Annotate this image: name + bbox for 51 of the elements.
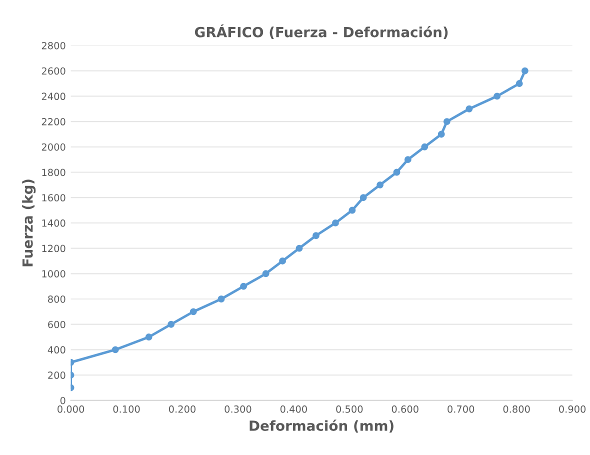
point: [516, 80, 523, 87]
point: [240, 282, 248, 290]
x-tick-label: 0.500: [336, 405, 363, 413]
point: [466, 105, 473, 112]
x-tick-label: 0.800: [503, 405, 530, 413]
point: [348, 206, 356, 214]
point: [332, 219, 339, 226]
y-tick-label: 2600: [42, 67, 66, 75]
point: [376, 181, 384, 188]
point: [360, 194, 367, 202]
point: [145, 334, 152, 340]
y-tick-label: 1600: [42, 194, 66, 202]
y-tick-label: 600: [48, 320, 66, 328]
y-tick-label: 1200: [42, 244, 66, 252]
point: [404, 156, 412, 164]
point: [438, 130, 445, 138]
point: [421, 143, 428, 150]
y-axis-title: Fuerza (kg): [22, 180, 36, 266]
x-tick-label: 0.400: [280, 405, 307, 413]
y-tick-label: 400: [48, 346, 66, 354]
point: [262, 270, 270, 278]
x-tick-label: 0.600: [392, 405, 418, 413]
x-axis-title: Deformación (mm): [250, 420, 394, 433]
point: [443, 118, 450, 126]
y-tick-label: 200: [48, 372, 66, 379]
y-tick-label: 2000: [42, 143, 66, 151]
chart-title: GRÁFICO (Fuerza - Deformación): [194, 24, 448, 39]
y-tick-label: 2800: [42, 42, 66, 50]
point: [190, 308, 197, 316]
y-tick-label: 1400: [42, 219, 66, 227]
point: [393, 168, 400, 176]
y-tick-label: 2200: [42, 118, 66, 126]
point: [296, 244, 303, 252]
point: [312, 232, 320, 240]
point: [521, 67, 528, 74]
x-tick-label: 0.100: [113, 405, 140, 413]
point: [494, 92, 501, 100]
x-tick-label: 0.900: [559, 405, 586, 413]
x-tick-label: 0.200: [168, 405, 196, 413]
point: [112, 346, 119, 354]
point: [279, 258, 286, 264]
point: [218, 296, 225, 302]
y-tick-label: 0: [60, 396, 66, 404]
y-tick-label: 1000: [42, 270, 66, 278]
x-tick-label: 0.000: [58, 405, 84, 413]
y-tick-label: 1800: [42, 168, 66, 176]
y-tick-label: 800: [48, 295, 66, 303]
y-tick-label: 2400: [42, 92, 66, 100]
point: [168, 320, 175, 328]
x-tick-label: 0.300: [224, 405, 252, 413]
x-tick-label: 0.700: [448, 405, 474, 413]
